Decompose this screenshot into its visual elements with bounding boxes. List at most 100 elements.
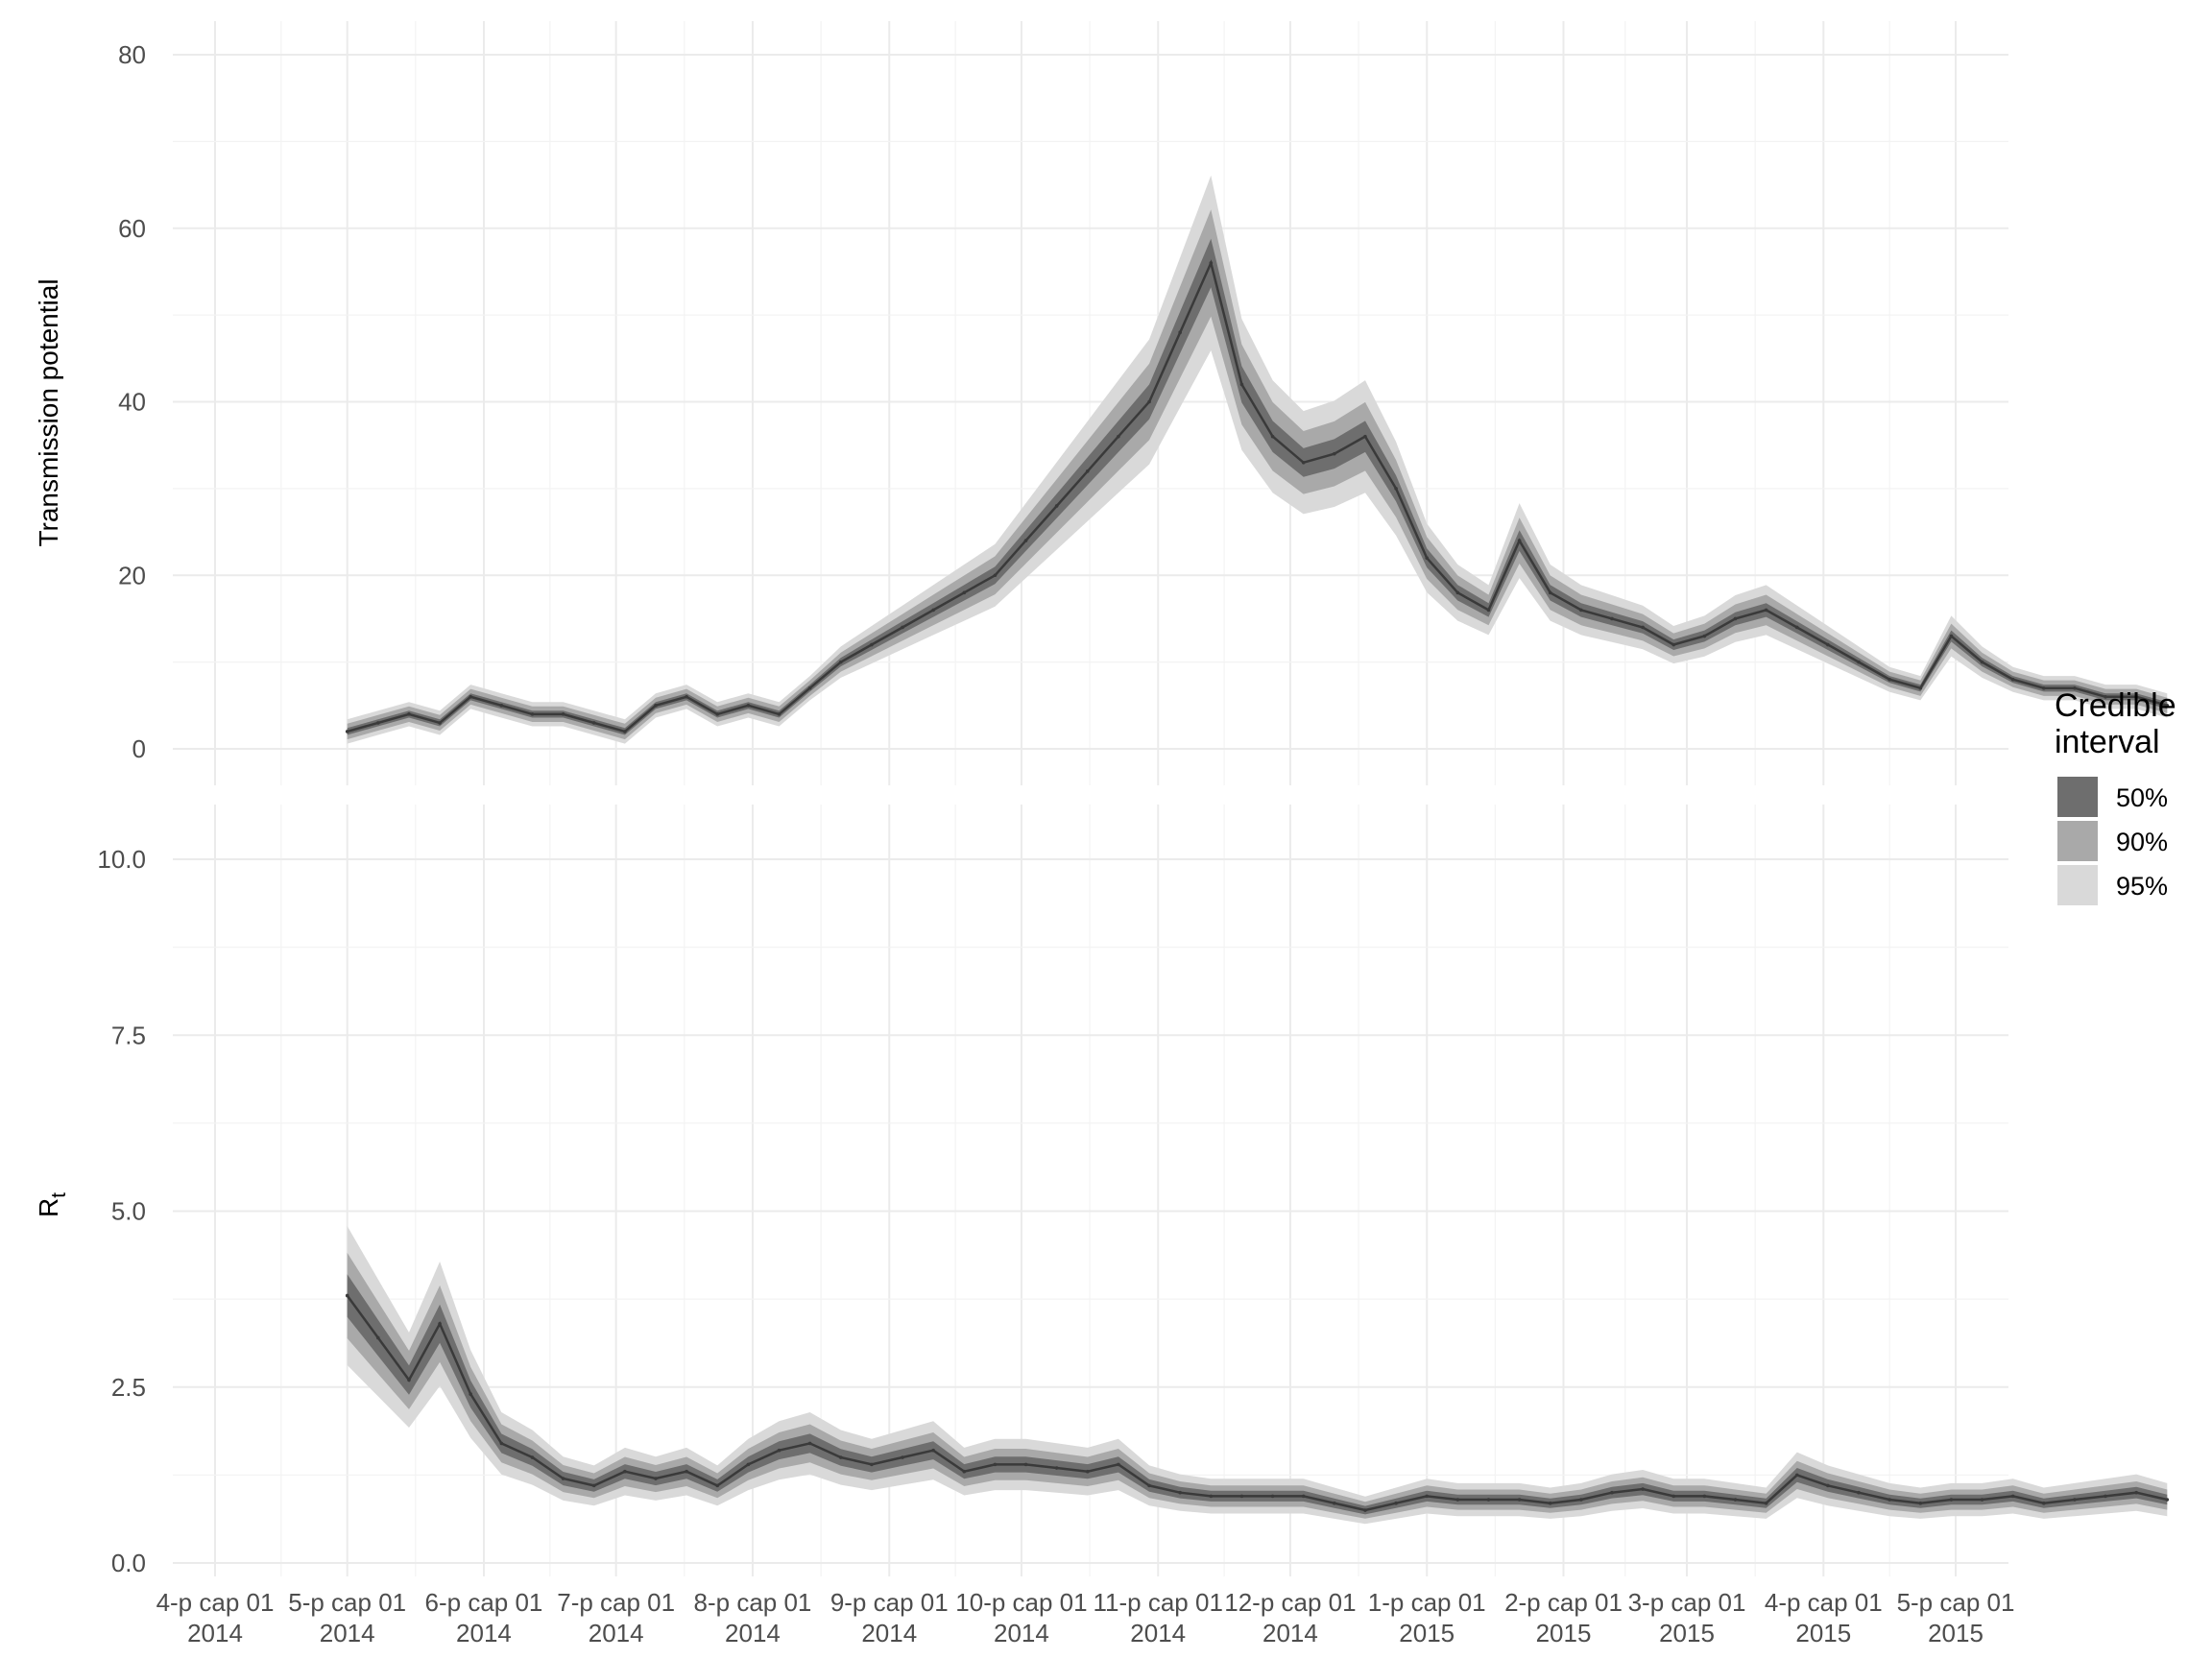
x-tick-label-year: 2015	[1659, 1619, 1715, 1647]
x-tick-label: 5-p cap 01	[288, 1588, 406, 1617]
median-point	[1733, 1498, 1738, 1502]
y-tick-label: 40	[118, 388, 146, 417]
y-axis-title-main: R	[34, 1198, 63, 1217]
y-tick-label: 7.5	[111, 1021, 146, 1049]
median-point	[345, 730, 349, 733]
median-point	[561, 1477, 565, 1480]
median-point	[1394, 487, 1398, 491]
median-point	[1887, 677, 1891, 682]
median-point	[870, 1462, 874, 1467]
median-point	[993, 1462, 998, 1467]
median-point	[1117, 434, 1120, 439]
legend-label: 95%	[2116, 872, 2168, 901]
legend-swatch	[2057, 821, 2098, 861]
median-point	[469, 1392, 473, 1396]
median-point	[1333, 1501, 1336, 1505]
x-tick-label: 4-p cap 01	[156, 1588, 275, 1617]
median-point	[962, 1469, 967, 1474]
median-point	[1363, 1508, 1367, 1512]
median-point	[2134, 1490, 2138, 1495]
median-point	[1054, 1466, 1059, 1470]
y-tick-label: 0.0	[111, 1549, 146, 1577]
y-tick-label: 20	[118, 561, 146, 589]
x-tick-label-year: 2014	[320, 1619, 375, 1647]
median-point	[1239, 382, 1244, 387]
median-point	[1548, 590, 1552, 595]
median-point	[2041, 685, 2046, 690]
median-point	[1733, 616, 1738, 621]
median-line	[347, 259, 2168, 733]
median-point	[2165, 1498, 2170, 1502]
median-point	[1826, 1483, 1830, 1488]
median-point	[931, 1448, 935, 1453]
median-point	[1023, 539, 1028, 542]
median-point	[962, 590, 967, 595]
median-point	[777, 1448, 781, 1453]
median-point	[2010, 677, 2015, 682]
median-point	[685, 694, 688, 699]
legend-swatch	[2057, 865, 2098, 905]
median-point	[901, 625, 904, 630]
median-point	[1671, 642, 1676, 647]
median-point	[2165, 704, 2170, 708]
x-tick-label: 6-p cap 01	[425, 1588, 543, 1617]
y-tick-label: 60	[118, 214, 146, 243]
median-point	[1209, 261, 1214, 265]
median-point	[345, 1293, 349, 1298]
median-point	[623, 730, 627, 733]
median-point	[1764, 1501, 1768, 1505]
x-tick-label-year: 2014	[861, 1619, 917, 1647]
median-point	[1455, 1498, 1460, 1502]
median-point	[1394, 1501, 1398, 1505]
band-95-area	[347, 175, 2168, 744]
y-tick-label: 5.0	[111, 1197, 146, 1226]
median-line-layer	[345, 259, 2170, 1512]
median-point	[870, 642, 874, 647]
median-point	[1918, 685, 1923, 690]
median-point	[1517, 1498, 1522, 1502]
median-point	[1270, 1494, 1275, 1499]
x-tick-label: 8-p cap 01	[694, 1588, 812, 1617]
median-point	[2041, 1501, 2046, 1505]
median-point	[1178, 1490, 1182, 1495]
band-90-area	[347, 209, 2168, 740]
median-point	[654, 704, 658, 708]
axes-layer: 0 20 40 60 80 Transmission potential 0.0 2.5 5.0…	[34, 40, 2014, 1647]
median-point	[1641, 1487, 1645, 1491]
median-point	[1517, 539, 1522, 542]
median-point	[715, 712, 720, 716]
median-point	[807, 685, 812, 690]
median-point	[1764, 608, 1768, 613]
median-point	[561, 712, 565, 716]
median-point	[1178, 330, 1182, 335]
median-point	[2073, 1498, 2077, 1502]
median-point	[1209, 1494, 1214, 1499]
median-point	[1918, 1501, 1923, 1505]
median-point	[715, 1483, 720, 1488]
median-point	[746, 1462, 751, 1467]
x-tick-label: 12-p cap 01	[1224, 1588, 1356, 1617]
median-point	[469, 694, 473, 699]
legend-swatch	[2057, 777, 2098, 817]
median-point	[654, 1477, 658, 1480]
median-line	[346, 1294, 2168, 1512]
x-tick-label-year: 2014	[1130, 1619, 1186, 1647]
x-tick-label-year: 2014	[1262, 1619, 1318, 1647]
median-point	[2104, 694, 2107, 699]
x-tick-label: 9-p cap 01	[830, 1588, 949, 1617]
median-point	[1301, 460, 1306, 465]
median-point	[407, 1378, 411, 1382]
median-point	[1270, 434, 1275, 439]
band-50-area	[347, 238, 2168, 735]
legend-label: 90%	[2116, 828, 2168, 856]
median-point	[838, 1455, 843, 1459]
median-point	[1610, 1490, 1614, 1495]
median-point	[1794, 625, 1799, 630]
median-point	[1671, 1494, 1676, 1499]
median-point	[2134, 694, 2138, 699]
median-point	[1794, 1473, 1799, 1478]
x-tick-label: 4-p cap 01	[1765, 1588, 1883, 1617]
median-point	[1301, 1494, 1306, 1499]
x-tick-label-year: 2014	[994, 1619, 1049, 1647]
